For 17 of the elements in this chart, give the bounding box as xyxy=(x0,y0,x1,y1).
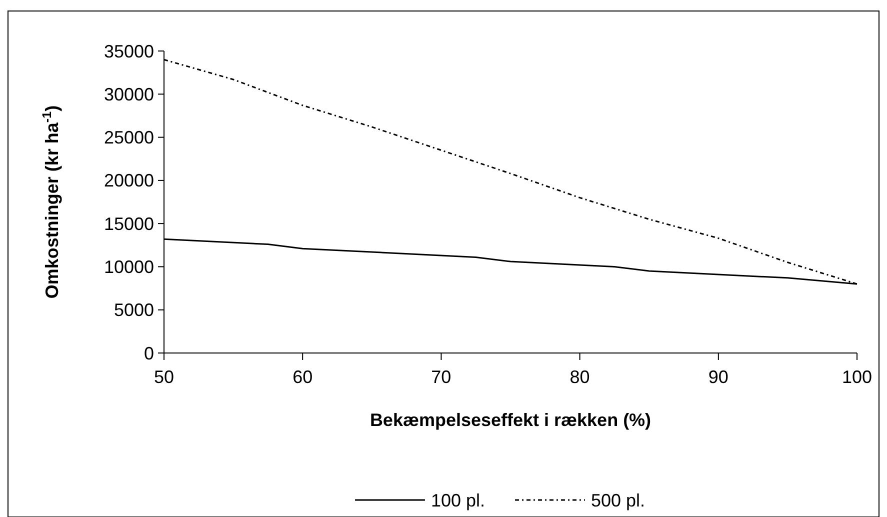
y-tick-label: 30000 xyxy=(104,84,154,104)
legend-label: 100 pl. xyxy=(431,490,486,510)
x-tick-label: 60 xyxy=(292,367,313,387)
x-axis-title: Bekæmpelseseffekt i rækken (%) xyxy=(370,410,652,430)
y-tick-label: 0 xyxy=(144,343,154,364)
y-tick-label: 5000 xyxy=(114,300,154,320)
y-tick-label: 25000 xyxy=(104,128,154,148)
x-tick-label: 90 xyxy=(708,367,728,387)
y-tick-label: 20000 xyxy=(104,170,154,191)
y-tick-label: 10000 xyxy=(104,257,154,278)
y-tick-label: 15000 xyxy=(104,214,154,234)
x-tick-label: 70 xyxy=(431,367,452,387)
x-tick-label: 100 xyxy=(842,367,872,387)
x-tick-label: 50 xyxy=(154,367,174,387)
legend-label: 500 pl. xyxy=(591,490,646,510)
x-tick-label: 80 xyxy=(570,367,590,387)
y-tick-label: 35000 xyxy=(104,41,154,62)
